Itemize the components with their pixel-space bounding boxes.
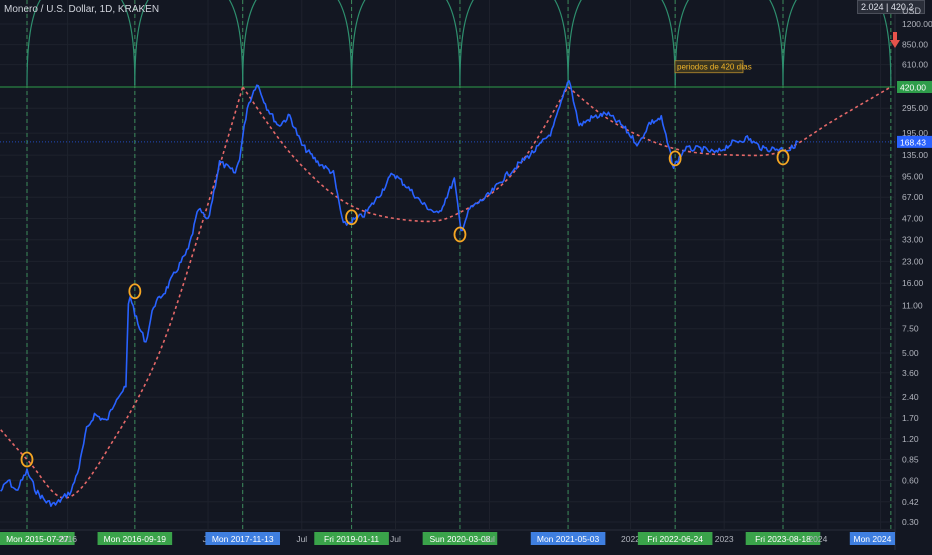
- x-label-highlight: [530, 532, 606, 545]
- price-series-line: [0, 80, 799, 507]
- y-tick-label: 3.60: [902, 368, 919, 378]
- cycle-arc: [350, 0, 461, 86]
- scroll-down-arrow-icon[interactable]: [890, 32, 900, 48]
- y-tick-label: 16.00: [902, 278, 924, 288]
- marker-circle: [668, 150, 682, 167]
- y-tick-label: 1.20: [902, 434, 919, 444]
- chart-header: Monero / U.S. Dollar, 1D, KRAKEN: [4, 4, 159, 15]
- y-tick-label: 0.30: [902, 517, 919, 527]
- y-tick-label: 95.00: [902, 171, 924, 181]
- y-tick-label: 0.42: [902, 497, 919, 507]
- x-tick-label: Jul: [296, 534, 307, 544]
- y-tick-label: 1200.00: [902, 19, 932, 29]
- price-tag-label: 420.00: [900, 83, 926, 93]
- marker-circle: [453, 226, 467, 243]
- top-price-box: 2.024 | 420.2: [857, 0, 925, 14]
- cycle-arc: [782, 0, 892, 86]
- marker-circle: [345, 209, 358, 226]
- y-tick-label: 7.50: [902, 324, 919, 334]
- y-tick-label: 135.00: [902, 150, 928, 160]
- y-tick-label: 23.00: [902, 256, 924, 266]
- price-tag-box: [897, 81, 932, 93]
- x-tick-label: Mon 2015-07-27: [6, 534, 69, 544]
- y-tick-label: 1.70: [902, 413, 919, 423]
- y-tick-label: 850.00: [902, 40, 928, 50]
- x-label-highlight: [205, 532, 281, 545]
- x-tick-label: Mon 2016-09-19: [104, 534, 167, 544]
- x-tick-label: Fri 2023-08-18: [755, 534, 811, 544]
- x-tick-label: Sun 2020-03-08: [429, 534, 490, 544]
- x-label-highlight: [97, 532, 173, 545]
- cycle-arc: [674, 0, 784, 86]
- price-tag-label: 168.43: [900, 137, 926, 147]
- y-tick-label: 0.85: [902, 454, 919, 464]
- y-tick-label: 67.00: [902, 192, 924, 202]
- annotation-text: periodos de 420 días: [677, 63, 752, 72]
- x-tick-label: Mon 2021-05-03: [537, 534, 600, 544]
- marker-circle: [128, 283, 142, 300]
- price-tag-box: [897, 135, 932, 148]
- x-label-highlight: [0, 532, 75, 545]
- x-label-highlight: [745, 532, 821, 545]
- x-tick-label: 2024: [808, 534, 827, 544]
- marker-circle: [20, 451, 34, 468]
- y-tick-label: 47.00: [902, 214, 924, 224]
- marker-circle: [776, 149, 790, 166]
- x-label-highlight: [314, 532, 389, 545]
- x-tick-label: 2023: [715, 534, 734, 544]
- x-tick-label: Fri 2022-06-24: [647, 534, 703, 544]
- y-tick-label: 33.00: [902, 235, 924, 245]
- currency-label: USD: [902, 6, 922, 16]
- cycle-arc: [134, 0, 244, 86]
- y-tick-label: 195.00: [902, 128, 928, 138]
- x-label-highlight: [849, 532, 895, 545]
- cycle-arc: [26, 0, 136, 86]
- y-tick-label: 610.00: [902, 60, 928, 70]
- x-tick-label: 2016: [58, 534, 77, 544]
- x-tick-label: Mon 2024: [853, 534, 891, 544]
- y-tick-label: 295.00: [902, 103, 928, 113]
- y-tick-label: 11.00: [902, 301, 923, 311]
- x-label-highlight: [637, 532, 713, 545]
- y-tick-label: 5.00: [902, 348, 919, 358]
- x-tick-label: Jul: [484, 534, 495, 544]
- symbol-title: Monero / U.S. Dollar, 1D, KRAKEN: [4, 4, 160, 15]
- x-tick-label: 2022: [621, 534, 640, 544]
- y-tick-label: 0.60: [902, 475, 919, 485]
- cycle-arc: [459, 0, 569, 86]
- x-tick-label: Fri 2019-01-11: [324, 534, 379, 544]
- y-tick-label: 2.40: [902, 392, 919, 402]
- x-label-highlight: [422, 532, 498, 545]
- cycle-curve: [0, 86, 244, 499]
- x-tick-label: Jul: [390, 534, 401, 544]
- cycle-arc: [242, 0, 353, 86]
- cycle-arc: [567, 0, 676, 86]
- x-tick-label: Mon 2017-11-13: [212, 534, 274, 544]
- annotation-box: [674, 60, 744, 74]
